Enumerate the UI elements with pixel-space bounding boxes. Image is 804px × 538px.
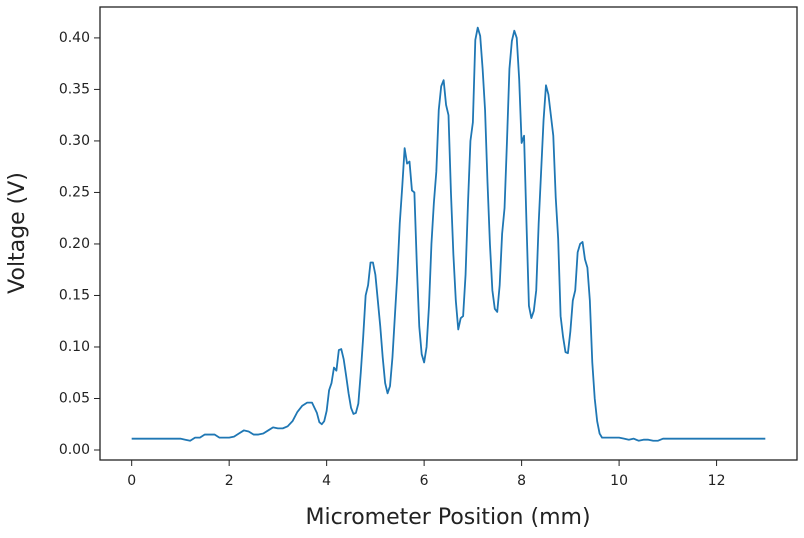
x-tick-label: 0: [127, 473, 136, 489]
x-tick-label: 6: [420, 473, 429, 489]
plot-frame: [99, 6, 798, 461]
y-tick-label: 0.10: [59, 339, 90, 355]
y-axis-label: Voltage (V): [5, 172, 30, 294]
x-axis-label: Micrometer Position (mm): [305, 505, 590, 530]
x-tick-label: 2: [225, 473, 234, 489]
y-tick-label: 0.20: [59, 236, 90, 252]
x-tick-label: 12: [708, 473, 726, 489]
x-tick-label: 10: [610, 473, 628, 489]
y-tick-label: 0.15: [59, 287, 90, 303]
y-tick-label: 0.05: [59, 390, 90, 406]
y-tick-label: 0.30: [59, 133, 90, 149]
data-line: [131, 26, 766, 442]
y-tick-label: 0.25: [59, 184, 90, 200]
y-tick-label: 0.00: [59, 442, 90, 458]
x-tick-label: 4: [322, 473, 331, 489]
y-tick-label: 0.40: [59, 30, 90, 46]
x-tick-label: 8: [517, 473, 526, 489]
y-tick-label: 0.35: [59, 81, 90, 97]
